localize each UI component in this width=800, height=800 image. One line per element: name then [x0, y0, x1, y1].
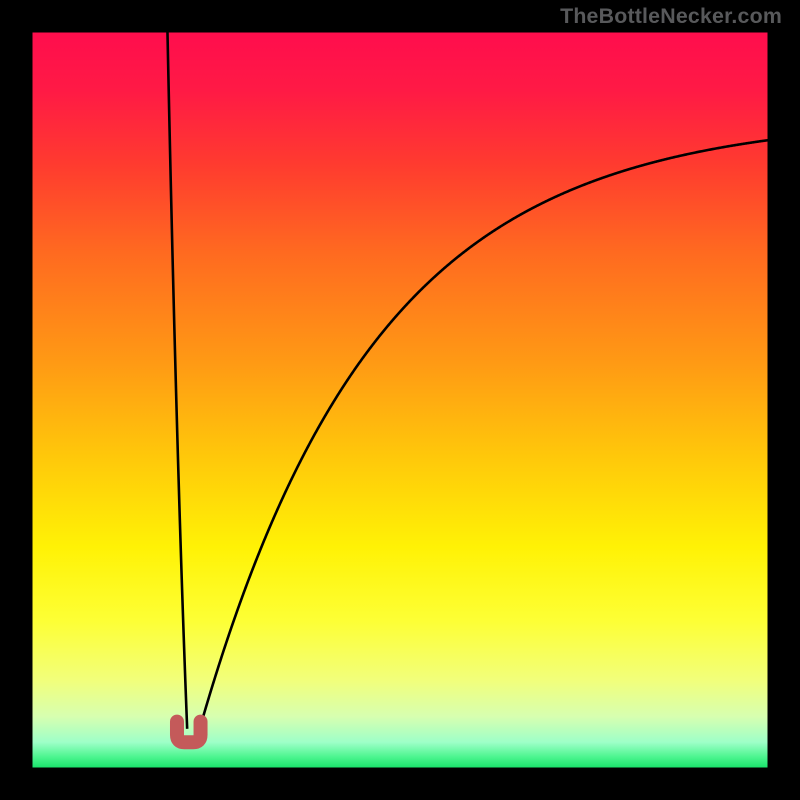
watermark-text: TheBottleNecker.com — [560, 4, 782, 29]
chart-stage: TheBottleNecker.com — [0, 0, 800, 800]
chart-svg — [0, 0, 800, 800]
plot-gradient-background — [32, 32, 768, 768]
